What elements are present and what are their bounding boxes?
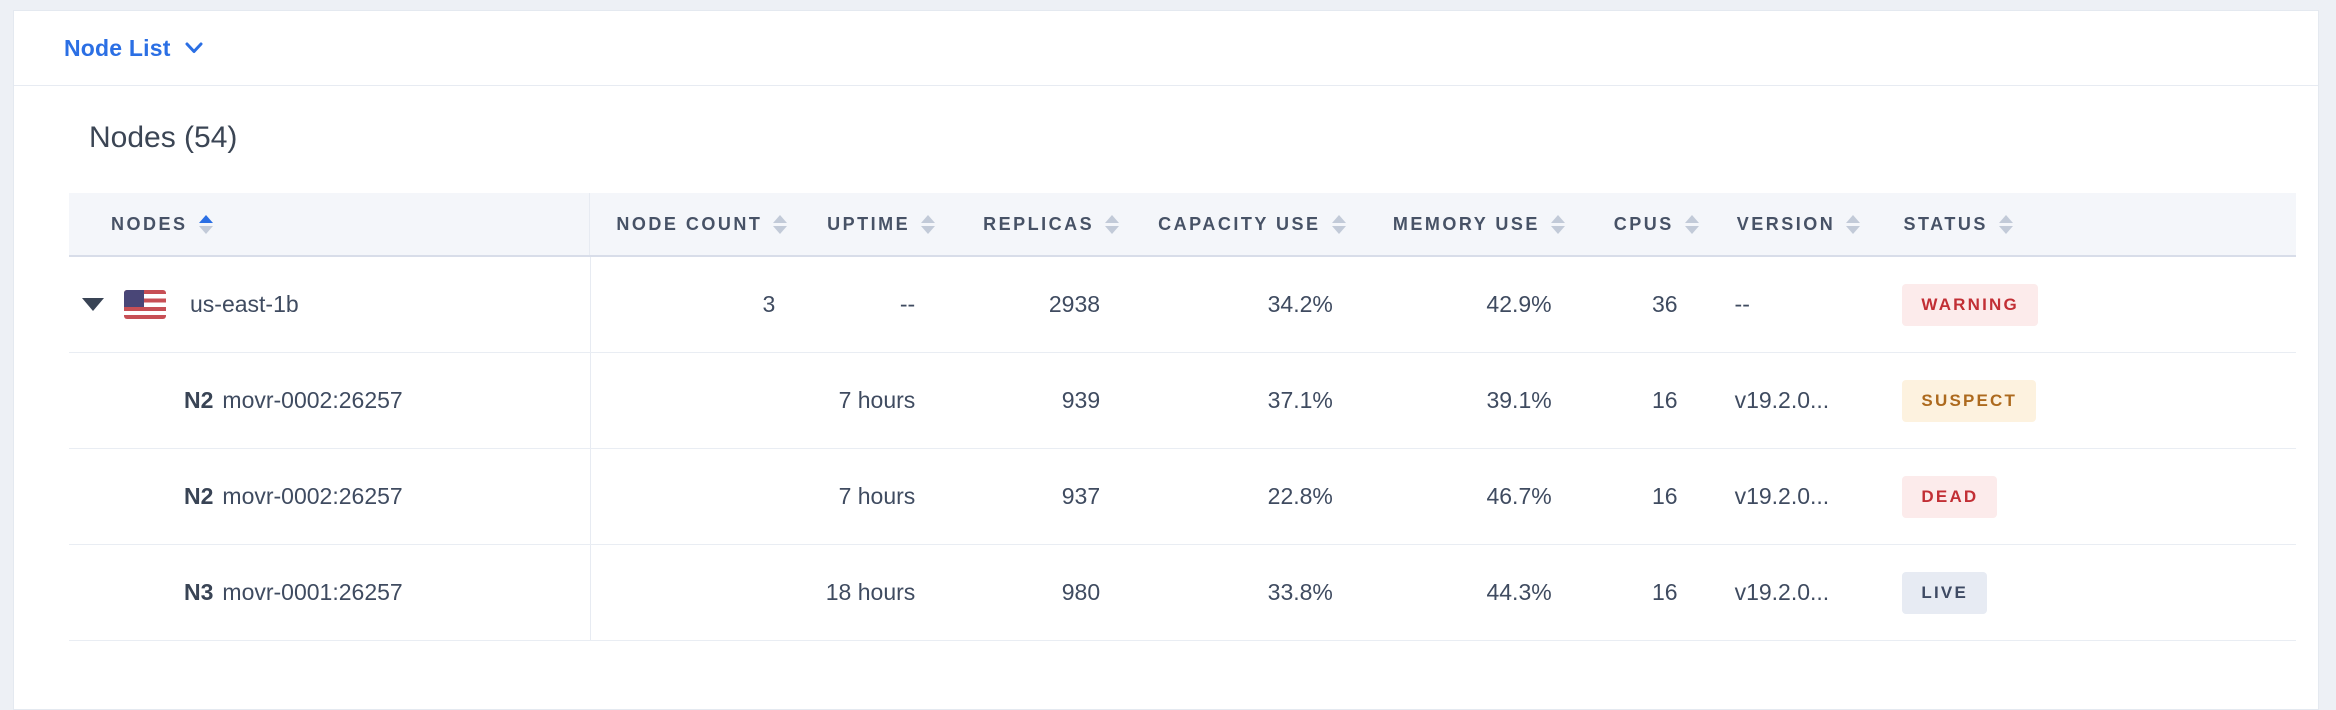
us-flag-icon [124, 290, 166, 319]
cell-version: v19.2.0... [1734, 579, 1830, 605]
cell-memory-use: 42.9% [1486, 291, 1552, 317]
column-header-label: REPLICAS [983, 213, 1095, 234]
sort-arrows-icon[interactable] [1550, 214, 1565, 234]
column-header-replicas[interactable]: REPLICAS [930, 193, 1120, 255]
column-header-label: NODE COUNT [616, 213, 763, 234]
cell-node-count: 3 [762, 291, 776, 317]
column-header-label: MEMORY USE [1392, 213, 1540, 234]
cell-status: LIVE [1887, 545, 2296, 640]
status-badge: LIVE [1902, 571, 1988, 614]
table-row-node[interactable]: N2 movr-0002:26257 7 hours 939 37.1% 39.1% 16 v… [69, 353, 2296, 449]
cell-node-count [591, 545, 791, 640]
column-header-version[interactable]: VERSION [1693, 193, 1888, 255]
column-header-cpus[interactable]: CPUS [1567, 193, 1699, 255]
cell-cpus: 16 [1651, 579, 1678, 605]
cell-memory-use: 44.3% [1486, 579, 1552, 605]
cell-capacity-use: 22.8% [1267, 483, 1333, 509]
sort-arrows-icon[interactable] [1105, 214, 1120, 234]
cell-uptime: 7 hours [838, 483, 916, 509]
node-address: movr-0002:26257 [222, 483, 403, 509]
node-id: N3 [184, 579, 214, 605]
cell-nodes: N3 movr-0001:26257 [69, 545, 591, 640]
table-header-row: NODES NODE COUNT UPTIME REPLICAS CAPACITY US… [69, 193, 2296, 257]
table-row-node[interactable]: N3 movr-0001:26257 18 hours 980 33.8% 44.3% 16… [69, 545, 2296, 641]
node-list-dropdown-label: Node List [64, 34, 171, 61]
expand-collapse-icon[interactable] [82, 298, 104, 311]
column-header-label: CAPACITY USE [1158, 213, 1321, 234]
column-header-nodes[interactable]: NODES [69, 193, 591, 255]
cell-capacity-use: 33.8% [1267, 579, 1333, 605]
cell-node-count [591, 353, 791, 448]
node-address: movr-0001:26257 [222, 579, 403, 605]
sort-arrows-icon[interactable] [773, 214, 788, 234]
nodes-content: Nodes (54) NODES NODE COUNT UPTIME REPLICAS… [14, 121, 2318, 641]
cell-status: DEAD [1887, 449, 2296, 544]
cell-cpus: 16 [1651, 387, 1678, 413]
region-name: us-east-1b [190, 291, 299, 317]
column-header-label: STATUS [1903, 213, 1988, 234]
cell-capacity-use: 34.2% [1267, 291, 1333, 317]
table-body: us-east-1b 3 -- 2938 34.2% 42.9% 36 -- WARNING N2… [69, 257, 2296, 641]
page-title: Nodes (54) [89, 121, 238, 154]
cell-uptime: -- [899, 291, 916, 317]
cell-replicas: 939 [1061, 387, 1101, 413]
cell-memory-use: 39.1% [1486, 387, 1552, 413]
column-header-label: NODES [111, 213, 188, 234]
page-nav-bar: Node List [14, 11, 2318, 86]
cell-nodes: N2 movr-0002:26257 [69, 353, 591, 448]
cell-cpus: 36 [1651, 291, 1678, 317]
cell-replicas: 2938 [1048, 291, 1101, 317]
column-header-label: VERSION [1736, 213, 1836, 234]
column-header-status[interactable]: STATUS [1888, 193, 2297, 255]
cell-version: v19.2.0... [1734, 387, 1830, 413]
cell-status: WARNING [1887, 257, 2296, 352]
cell-version: -- [1734, 291, 1750, 317]
column-header-capacity-use[interactable]: CAPACITY USE [1115, 193, 1348, 255]
column-header-label: CPUS [1613, 213, 1674, 234]
cell-nodes: N2 movr-0002:26257 [69, 449, 591, 544]
node-list-card: Node List Nodes (54) NODES NODE COUNT UPTI… [13, 10, 2319, 710]
cell-uptime: 7 hours [838, 387, 916, 413]
cell-version: v19.2.0... [1734, 483, 1830, 509]
node-list-dropdown[interactable]: Node List [64, 35, 203, 62]
cell-capacity-use: 37.1% [1267, 387, 1333, 413]
status-badge: DEAD [1902, 475, 1998, 518]
nodes-table: NODES NODE COUNT UPTIME REPLICAS CAPACITY US… [69, 193, 2296, 641]
cell-replicas: 980 [1061, 579, 1101, 605]
status-badge: WARNING [1902, 283, 2038, 326]
cell-nodes: us-east-1b [69, 257, 591, 352]
cell-node-count [591, 449, 791, 544]
sort-arrows-icon[interactable] [921, 214, 936, 234]
sort-arrows-icon[interactable] [198, 214, 213, 234]
cell-cpus: 16 [1651, 483, 1678, 509]
column-header-memory-use[interactable]: MEMORY USE [1348, 193, 1567, 255]
chevron-down-icon [185, 42, 203, 53]
column-header-label: UPTIME [827, 213, 911, 234]
column-header-node-count[interactable]: NODE COUNT [590, 193, 790, 255]
table-row-node[interactable]: N2 movr-0002:26257 7 hours 937 22.8% 46.7% 16 v… [69, 449, 2296, 545]
cell-uptime: 18 hours [825, 579, 916, 605]
cell-replicas: 937 [1061, 483, 1101, 509]
column-header-uptime[interactable]: UPTIME [790, 193, 936, 255]
sort-arrows-icon[interactable] [1998, 214, 2013, 234]
cell-status: SUSPECT [1887, 353, 2296, 448]
sort-arrows-icon[interactable] [1331, 214, 1346, 234]
node-id: N2 [184, 483, 214, 509]
table-row-region[interactable]: us-east-1b 3 -- 2938 34.2% 42.9% 36 -- WARNING [69, 257, 2296, 353]
sort-arrows-icon[interactable] [1846, 214, 1861, 234]
cell-memory-use: 46.7% [1486, 483, 1552, 509]
status-badge: SUSPECT [1902, 379, 2037, 422]
node-address: movr-0002:26257 [222, 387, 403, 413]
sort-arrows-icon[interactable] [1684, 214, 1699, 234]
node-id: N2 [184, 387, 214, 413]
